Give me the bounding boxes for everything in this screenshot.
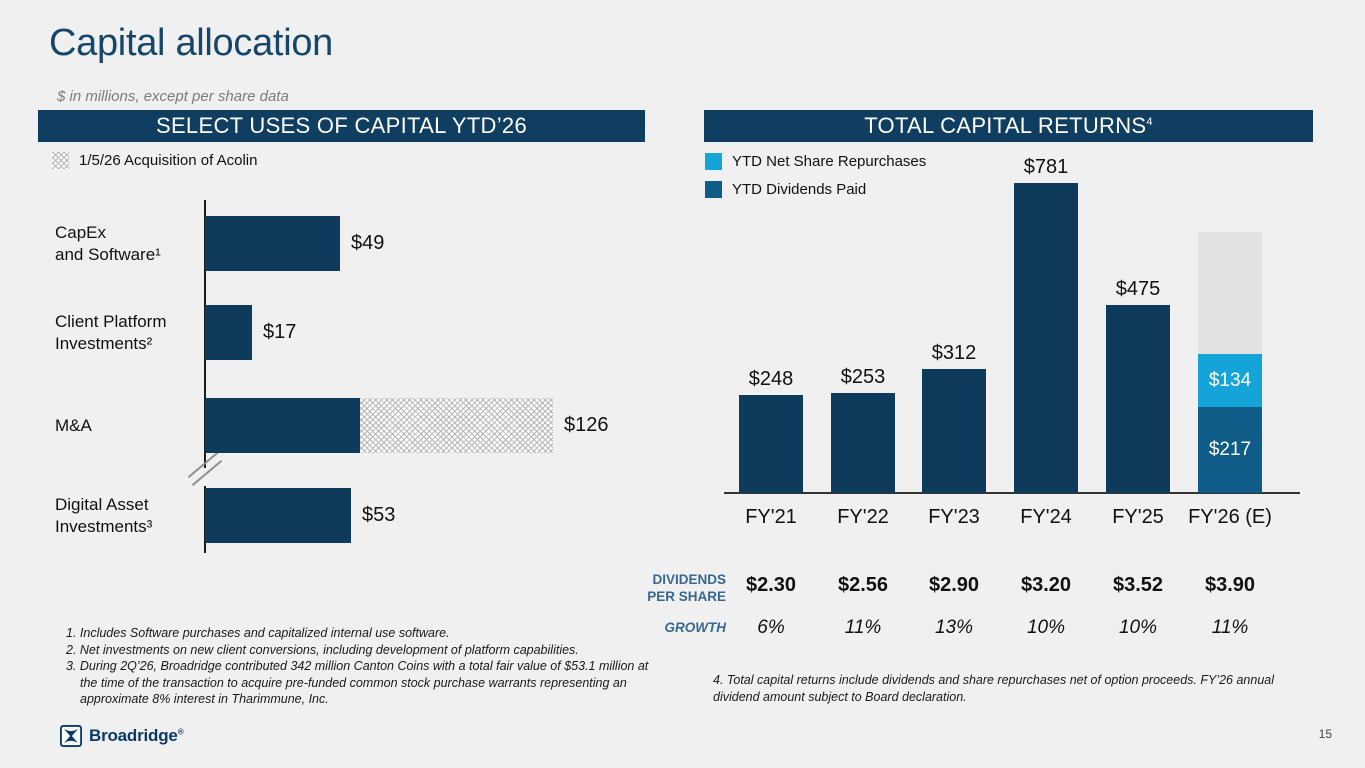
bar-column: [922, 369, 986, 493]
left-footnotes: 1. Includes Software purchases and capit…: [66, 625, 654, 708]
segment-ytd-net-share-repurchases: $134: [1198, 354, 1262, 407]
growth-value: 6%: [757, 617, 785, 638]
bar-category-label: CapEx and Software¹: [55, 222, 161, 264]
growth-value: 11%: [844, 617, 882, 638]
footnote-1: 1. Includes Software purchases and capit…: [66, 626, 450, 640]
growth-row-label: GROWTH: [664, 620, 727, 635]
bar-total-label: $781: [1023, 156, 1069, 178]
footnote-3: 3. During 2Q’26, Broadridge contributed …: [66, 659, 649, 706]
dividends-paid-swatch-icon: [705, 181, 722, 198]
bar-value-label: $17: [263, 321, 297, 343]
hbar-1: [205, 305, 252, 360]
axis-break-icon: [184, 452, 228, 490]
bar-category-label: Client Platform Investments²: [55, 311, 167, 353]
bar-total-label: $312: [931, 342, 977, 364]
left-panel-header: SELECT USES OF CAPITAL YTD’26: [38, 110, 645, 142]
acolin-legend-label: 1/5/26 Acquisition of Acolin: [79, 152, 258, 169]
bar-solid-segment: [205, 216, 340, 271]
x-axis-label: FY'25: [1112, 506, 1164, 528]
footnote-4-marker: 4: [1146, 116, 1153, 128]
bar-column: [831, 393, 895, 493]
segment-total-capital-returns: [922, 369, 986, 493]
growth-value: 11%: [1211, 617, 1249, 638]
dividends-per-share-value: $3.20: [1020, 574, 1072, 596]
growth-value: 10%: [1118, 617, 1158, 638]
segment-total-capital-returns: [831, 393, 895, 493]
x-axis-label: FY'21: [745, 506, 797, 528]
growth-value: 10%: [1026, 617, 1066, 638]
x-axis-label: FY'24: [1020, 506, 1072, 528]
dividends-per-share-value: $3.90: [1204, 574, 1256, 596]
segment-total-capital-returns: [739, 395, 803, 493]
bar-total-label: $475: [1115, 278, 1161, 300]
brand-name: Broadridge®: [89, 726, 184, 745]
bar-value-label: $126: [564, 414, 609, 436]
dividends-per-share-value: $2.90: [928, 574, 980, 596]
bar-total-label: $248: [748, 368, 794, 390]
bar-solid-segment: [205, 488, 351, 543]
hbar-0: [205, 216, 340, 271]
bar-total-label: $253: [840, 366, 886, 388]
net-share-repurchases-swatch-icon: [705, 153, 722, 170]
bar-column: [1106, 305, 1170, 493]
footnote-4: 4. Total capital returns include dividen…: [713, 673, 1275, 704]
dividends-per-share-value: $2.30: [745, 574, 797, 596]
dividends-per-share-row-label: DIVIDENDS PER SHARE: [647, 572, 726, 604]
right-panel-header-label: TOTAL CAPITAL RETURNS: [864, 113, 1147, 138]
bar-column: $217 $134: [1198, 232, 1262, 493]
legend-dividends-paid: YTD Dividends Paid: [705, 181, 866, 198]
bar-value-label: $53: [362, 504, 396, 526]
x-axis-label: FY'22: [837, 506, 889, 528]
acolin-legend: 1/5/26 Acquisition of Acolin: [52, 152, 257, 169]
bar-category-label: M&A: [55, 415, 92, 435]
hatched-pattern-swatch-icon: [52, 152, 69, 169]
page-title: Capital allocation: [49, 22, 333, 64]
footnote-2: 2. Net investments on new client convers…: [66, 642, 579, 657]
bar-category-label: Digital Asset Investments³: [55, 494, 153, 536]
units-note: $ in millions, except per share data: [57, 88, 289, 105]
left-panel-header-label: SELECT USES OF CAPITAL YTD’26: [155, 113, 527, 138]
growth-value: 13%: [934, 617, 974, 638]
right-chart-baseline: [724, 492, 1300, 494]
dividends-per-share-value: $2.56: [837, 574, 889, 596]
hbar-3: [205, 488, 351, 543]
bar-hatched-acolin-segment: [360, 398, 553, 453]
page-number: 15: [1318, 727, 1332, 741]
x-axis-label: FY'26 (E): [1188, 506, 1272, 528]
x-axis-label: FY'23: [928, 506, 980, 528]
legend-label: YTD Net Share Repurchases: [732, 153, 927, 170]
dividends-per-share-value: $3.52: [1112, 574, 1164, 596]
legend-net-share-repurchases: YTD Net Share Repurchases: [705, 153, 926, 170]
legend-label: YTD Dividends Paid: [732, 181, 867, 198]
registered-mark: ®: [177, 727, 184, 737]
hbar-2: [205, 398, 553, 453]
broadridge-logo-icon: [60, 725, 82, 747]
segment-total-capital-returns: [1106, 305, 1170, 493]
bar-column: [1014, 183, 1078, 493]
segment-estimated-remainder-unlabeled: [1198, 232, 1262, 354]
segment-ytd-dividends-paid: $217: [1198, 407, 1262, 493]
bar-solid-segment: [205, 398, 360, 453]
broadridge-logo: Broadridge®: [60, 725, 184, 747]
right-panel-header: TOTAL CAPITAL RETURNS 4: [704, 110, 1313, 142]
bar-value-label: $49: [351, 232, 385, 254]
bar-solid-segment: [205, 305, 252, 360]
bar-column: [739, 395, 803, 493]
segment-total-capital-returns: [1014, 183, 1078, 493]
